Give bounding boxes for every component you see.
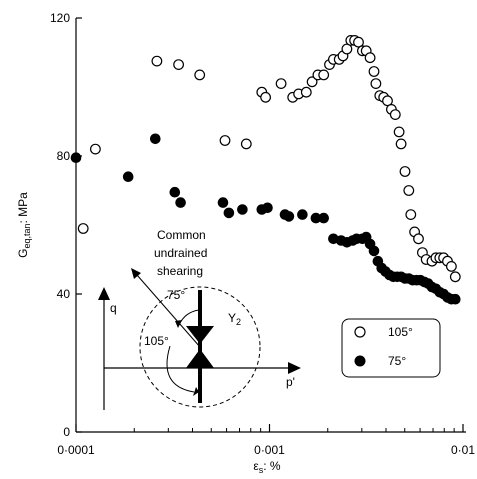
point-75 xyxy=(318,212,330,224)
point-75 xyxy=(450,293,461,305)
point-105 xyxy=(399,166,411,177)
x-ticks: 0·0001 0·001 0·01 xyxy=(57,424,475,457)
point-105 xyxy=(77,223,89,234)
x-axis-label: εs: % xyxy=(253,459,281,475)
angle-arc-75-arrow xyxy=(175,320,182,328)
legend-marker-filled xyxy=(354,355,366,367)
point-75 xyxy=(217,197,229,208)
point-75 xyxy=(70,152,82,163)
y-tick-label: 0 xyxy=(63,425,70,439)
x-tick-label: 0·0001 xyxy=(57,443,95,457)
point-75 xyxy=(150,133,161,145)
point-75 xyxy=(175,197,186,208)
point-105 xyxy=(173,59,185,70)
point-105 xyxy=(382,95,393,107)
inset-p-label: p' xyxy=(286,375,295,389)
inset-angle-105: 105° xyxy=(144,334,169,348)
legend-marker-open xyxy=(354,326,366,338)
x-tick-label: 0·01 xyxy=(451,443,475,457)
legend-box xyxy=(341,318,441,378)
point-105 xyxy=(393,126,405,138)
point-105 xyxy=(446,261,457,272)
point-75 xyxy=(283,211,295,222)
point-105 xyxy=(364,52,376,64)
inset-q-label: q xyxy=(110,301,117,315)
point-105 xyxy=(260,91,272,103)
yield-surface-label: Y2 xyxy=(228,311,241,327)
point-105 xyxy=(403,185,415,196)
inset-diagram: q p' Y2 75° 105° Common undrained sheari… xyxy=(98,228,301,410)
yield-label-main: Y xyxy=(228,311,236,325)
point-105 xyxy=(395,138,407,150)
plot-frame xyxy=(75,18,466,433)
y-axis-label: Geq,tan: MPa xyxy=(16,192,32,258)
point-105 xyxy=(405,209,417,221)
point-105 xyxy=(368,66,380,77)
legend-label-75: 75° xyxy=(388,354,406,368)
point-105 xyxy=(370,78,382,89)
inset-title-line2: undrained xyxy=(154,246,207,260)
point-105 xyxy=(300,86,312,98)
point-75 xyxy=(169,186,181,198)
point-75 xyxy=(368,245,380,257)
x-tick-label: 0·001 xyxy=(254,443,285,457)
inset-p-arrowhead xyxy=(288,362,301,374)
shearing-direction-arrowhead xyxy=(131,268,141,279)
point-105 xyxy=(413,233,424,245)
y-axis-label-rest: : MPa xyxy=(16,192,30,224)
x-axis-label-main: ε xyxy=(253,459,259,473)
yield-label-sub: 2 xyxy=(236,317,241,327)
point-75 xyxy=(262,202,273,214)
data-points xyxy=(70,35,461,305)
inset-title-line3: shearing xyxy=(157,264,203,278)
y-axis-label-main: G xyxy=(16,249,30,258)
shearing-direction-line xyxy=(136,274,201,348)
x-axis-label-rest: : % xyxy=(263,459,281,473)
angle-arc-105-arrow xyxy=(193,387,199,396)
point-105 xyxy=(389,109,401,120)
inset-q-arrowhead xyxy=(98,287,110,300)
legend: 105° 75° xyxy=(341,318,441,378)
yield-surface-circle xyxy=(139,286,261,408)
point-105 xyxy=(306,76,318,88)
point-75 xyxy=(223,207,235,219)
y-ticks: 0 40 80 120 xyxy=(50,11,82,439)
point-105 xyxy=(341,43,353,55)
point-75 xyxy=(237,204,248,215)
inset-title-line1: Common xyxy=(157,228,206,242)
path-arrow-down xyxy=(186,326,214,344)
point-105 xyxy=(89,143,101,155)
angle-arc-105 xyxy=(166,345,195,393)
x-axis-label-sub: s xyxy=(259,465,264,475)
y-tick-label: 120 xyxy=(50,11,70,25)
point-105 xyxy=(275,78,287,89)
y-tick-label: 80 xyxy=(57,149,71,163)
inset-angle-75: 75° xyxy=(167,288,185,302)
point-105 xyxy=(194,69,206,81)
point-105 xyxy=(151,55,163,67)
point-105 xyxy=(318,69,330,81)
point-105 xyxy=(449,271,461,283)
legend-label-105: 105° xyxy=(388,325,413,339)
point-105 xyxy=(240,138,252,150)
point-105 xyxy=(219,135,231,146)
angle-arc-75 xyxy=(178,309,200,326)
point-75 xyxy=(297,209,308,220)
y-axis-label-sub: eq,tan xyxy=(22,223,32,248)
y-tick-label: 40 xyxy=(57,287,71,301)
point-105 xyxy=(353,36,364,48)
point-75 xyxy=(122,171,134,182)
path-arrow-up xyxy=(186,349,214,368)
